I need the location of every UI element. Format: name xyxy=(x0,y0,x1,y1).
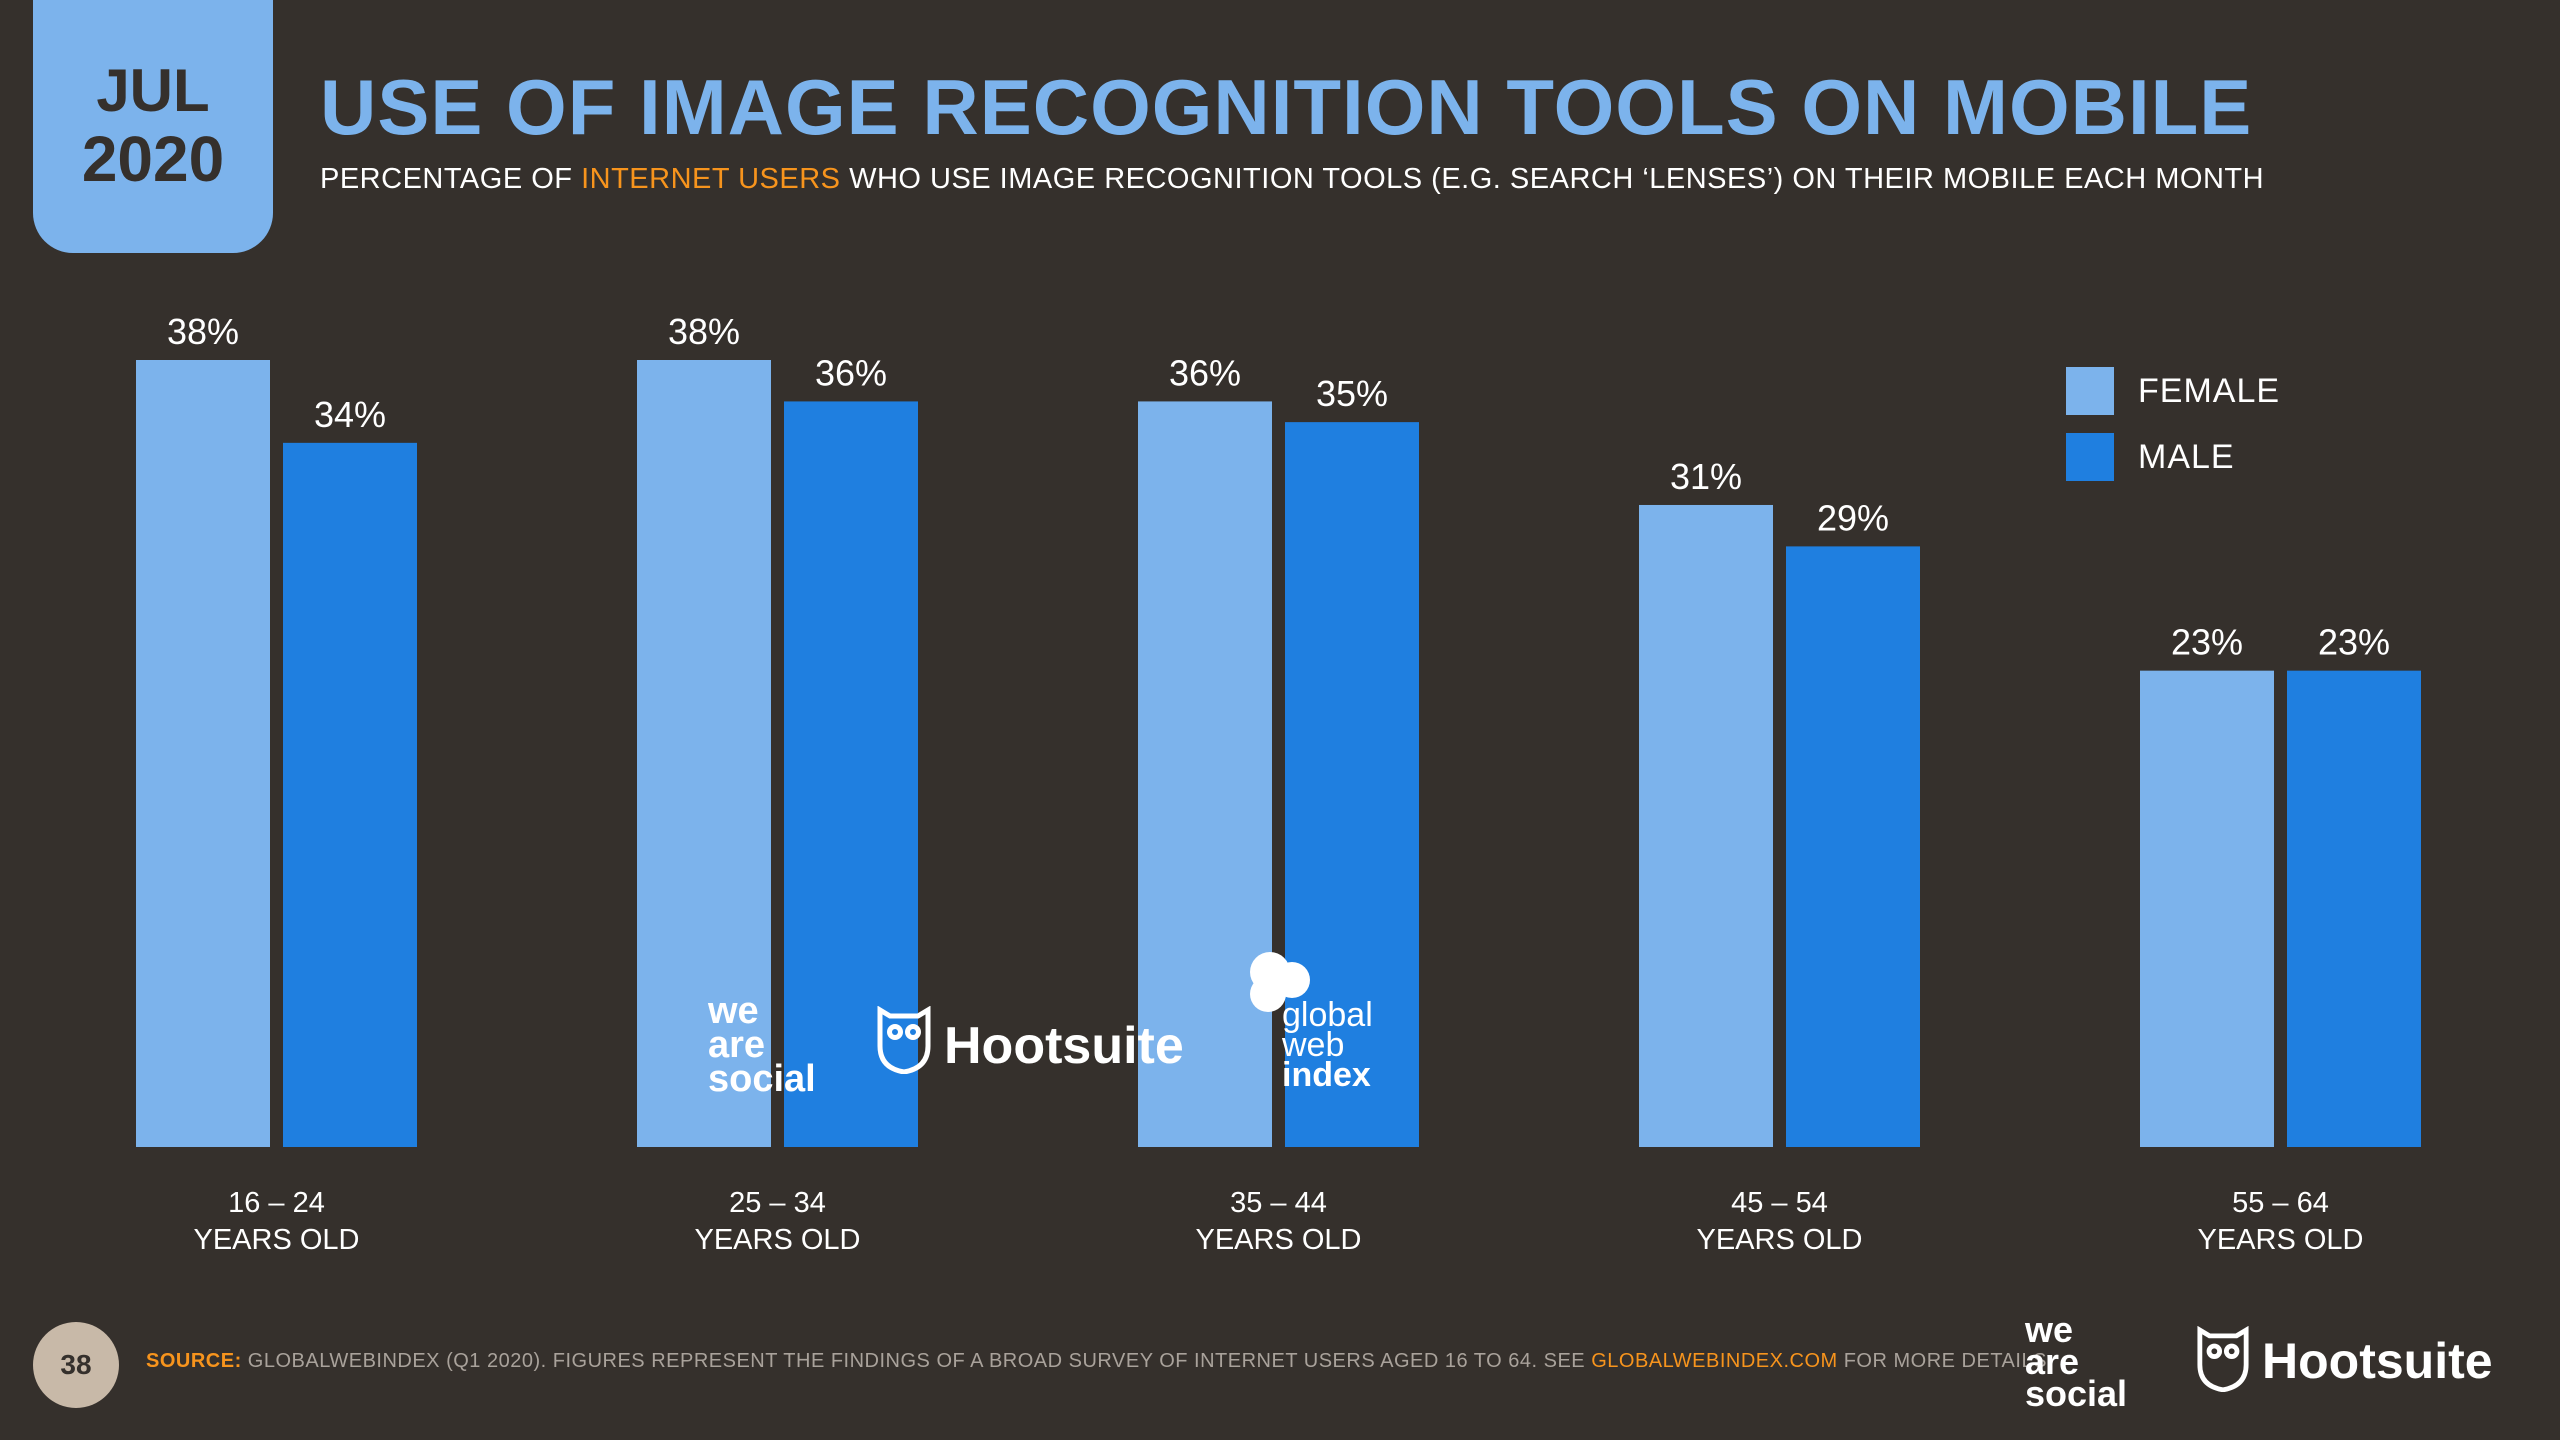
data-label-female-0: 38% xyxy=(167,311,239,352)
bar-female-4 xyxy=(2140,670,2274,1147)
source-end: FOR MORE DETAILS. xyxy=(1837,1350,2053,1372)
data-label-female-3: 31% xyxy=(1670,456,1742,497)
data-label-male-1: 36% xyxy=(815,352,887,393)
watermark-logos: we are social Hootsuite global web index xyxy=(700,950,1420,1100)
bar-female-2 xyxy=(1138,401,1272,1148)
page-number: 38 xyxy=(33,1322,119,1408)
source-label: SOURCE: xyxy=(146,1350,242,1372)
source-note: SOURCE: GLOBALWEBINDEX (Q1 2020). FIGURE… xyxy=(146,1350,2053,1373)
category-label-0-0: 16 – 24 xyxy=(228,1187,325,1219)
category-label-1-0: 25 – 34 xyxy=(729,1187,826,1219)
category-label-3-0: 45 – 54 xyxy=(1731,1187,1828,1219)
footer-we-are-social-logo: we are social xyxy=(2025,1309,2128,1414)
category-label-2-1: YEARS OLD xyxy=(1196,1224,1362,1256)
subtitle-highlight: INTERNET USERS xyxy=(581,163,841,195)
data-label-male-4: 23% xyxy=(2318,622,2390,663)
data-label-male-3: 29% xyxy=(1817,497,1889,538)
we-are-social-logo: we are social xyxy=(708,990,816,1100)
legend-item-male: MALE xyxy=(2066,432,2280,482)
owl-icon xyxy=(877,1006,931,1074)
bar-male-4 xyxy=(2287,670,2421,1147)
hootsuite-logo: Hootsuite xyxy=(944,1017,1184,1075)
bar-male-3 xyxy=(1786,546,1920,1147)
footer-owl-icon xyxy=(2197,1326,2249,1392)
globalwebindex-logo: global web index xyxy=(1282,996,1373,1094)
page-title: USE OF IMAGE RECOGNITION TOOLS ON MOBILE xyxy=(320,63,2253,151)
bar-female-1 xyxy=(637,360,771,1147)
category-label-3-1: YEARS OLD xyxy=(1697,1224,1863,1256)
data-label-male-0: 34% xyxy=(314,394,386,435)
source-text: GLOBALWEBINDEX (Q1 2020). FIGURES REPRES… xyxy=(241,1350,1592,1372)
data-label-female-2: 36% xyxy=(1169,352,1241,393)
footer-logos: we are social Hootsuite xyxy=(2020,1310,2540,1420)
bar-male-0 xyxy=(283,442,417,1147)
bar-female-3 xyxy=(1639,504,1773,1147)
data-label-female-1: 38% xyxy=(668,311,740,352)
bar-male-2 xyxy=(1285,422,1419,1147)
legend-label-female: FEMALE xyxy=(2138,371,2281,410)
legend-label-male: MALE xyxy=(2138,437,2235,476)
page-subtitle: PERCENTAGE OF INTERNET USERS WHO USE IMA… xyxy=(320,163,2264,196)
bar-chart: 38% 34% 16 – 24 YEARS OLD 38% 36% 25 – 34 YEARS… xyxy=(136,311,2421,1256)
legend-item-female: FEMALE xyxy=(2066,366,2280,416)
badge-year: 2020 xyxy=(81,123,225,196)
legend-swatch-male xyxy=(2066,433,2114,481)
date-badge: JUL 2020 xyxy=(33,0,273,253)
bar-male-1 xyxy=(784,401,918,1148)
legend-swatch-female xyxy=(2066,367,2114,415)
category-label-4-0: 55 – 64 xyxy=(2232,1187,2329,1219)
subtitle-pre: PERCENTAGE OF xyxy=(320,163,582,195)
badge-month: JUL xyxy=(96,57,210,125)
source-link[interactable]: GLOBALWEBINDEX.COM xyxy=(1591,1350,1838,1372)
chart-legend: FEMALE MALE xyxy=(2066,366,2280,498)
subtitle-post: WHO USE IMAGE RECOGNITION TOOLS (E.G. SE… xyxy=(840,163,2265,195)
category-label-4-1: YEARS OLD xyxy=(2198,1224,2364,1256)
cloud-icon xyxy=(1250,952,1310,1012)
category-label-2-0: 35 – 44 xyxy=(1230,1187,1327,1219)
category-label-0-1: YEARS OLD xyxy=(194,1224,360,1256)
footer-hootsuite-logo: Hootsuite xyxy=(2262,1333,2493,1389)
data-label-male-2: 35% xyxy=(1316,373,1388,414)
data-label-female-4: 23% xyxy=(2171,622,2243,663)
bar-female-0 xyxy=(136,360,270,1147)
category-label-1-1: YEARS OLD xyxy=(695,1224,861,1256)
